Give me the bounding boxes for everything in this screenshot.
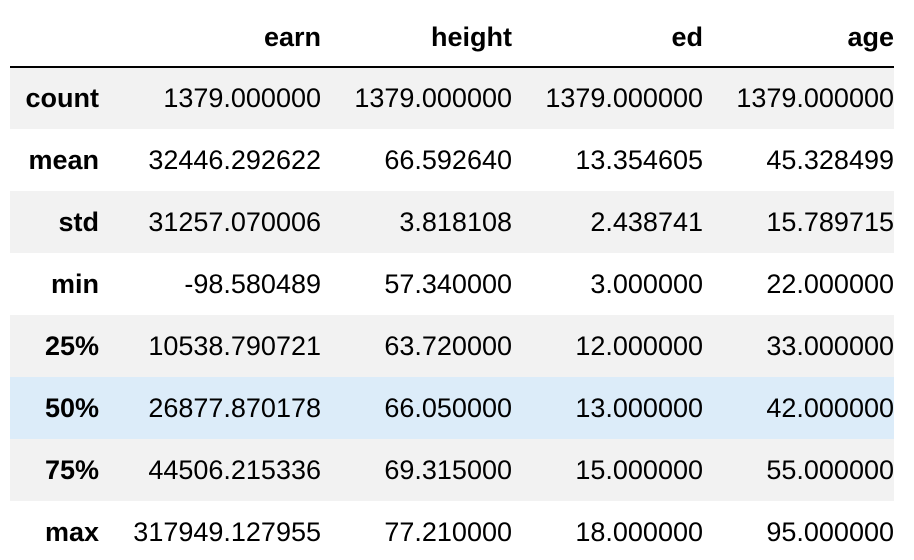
table-cell: 18.000000 <box>575 516 703 547</box>
table-cell: 26877.870178 <box>148 392 321 423</box>
table-cell: 63.720000 <box>384 330 512 361</box>
table-body: count 1379.000000 1379.000000 1379.00000… <box>10 67 894 560</box>
describe-table: earn height ed age count 1379.000000 137… <box>10 8 894 560</box>
table-cell: 1379.000000 <box>736 83 894 113</box>
row-label: 50% <box>44 392 99 423</box>
table-cell: 66.050000 <box>384 392 512 423</box>
table-row: max 317949.127955 77.210000 18.000000 95… <box>10 501 894 560</box>
table-cell: 2.438741 <box>590 206 703 237</box>
header-row: earn height ed age <box>10 8 894 68</box>
table-cell: 95.000000 <box>766 516 894 547</box>
table-cell: 13.000000 <box>575 392 703 423</box>
table-cell: 45.328499 <box>766 144 894 175</box>
table-cell: 1379.000000 <box>545 83 703 113</box>
row-label: 25% <box>44 330 99 361</box>
row-label: count <box>25 83 100 113</box>
table-cell: 15.789715 <box>766 206 894 237</box>
column-header-earn: earn <box>99 8 321 68</box>
table-cell: 42.000000 <box>766 392 894 423</box>
row-label: mean <box>28 144 99 175</box>
table-cell: 55.000000 <box>766 454 894 485</box>
table-row-highlighted: 50% 26877.870178 66.050000 13.000000 42.… <box>10 377 894 439</box>
table-cell: 3.000000 <box>590 268 703 299</box>
column-header-ed: ed <box>512 8 703 68</box>
column-header-height: height <box>321 8 512 68</box>
table-cell: -98.580489 <box>184 268 321 299</box>
table-cell: 33.000000 <box>766 330 894 361</box>
table-row: min -98.580489 57.340000 3.000000 22.000… <box>10 253 894 315</box>
table-cell: 1379.000000 <box>354 83 512 113</box>
table-cell: 77.210000 <box>384 516 512 547</box>
table-cell: 44506.215336 <box>148 454 321 485</box>
table-cell: 69.315000 <box>384 454 512 485</box>
table-cell: 13.354605 <box>575 144 703 175</box>
table-cell: 22.000000 <box>766 268 894 299</box>
row-label: 75% <box>44 454 99 485</box>
column-header-age: age <box>703 8 894 68</box>
table-cell: 3.818108 <box>399 206 512 237</box>
table-cell: 1379.000000 <box>163 83 321 113</box>
table-row: count 1379.000000 1379.000000 1379.00000… <box>10 67 894 129</box>
table-cell: 66.592640 <box>384 144 512 175</box>
table-row: 25% 10538.790721 63.720000 12.000000 33.… <box>10 315 894 377</box>
row-label: max <box>44 516 99 547</box>
index-header <box>10 8 99 68</box>
row-label: std <box>58 206 100 237</box>
table-cell: 10538.790721 <box>148 330 321 361</box>
table-cell: 15.000000 <box>575 454 703 485</box>
table-row: mean 32446.292622 66.592640 13.354605 45… <box>10 129 894 191</box>
table-cell: 57.340000 <box>384 268 512 299</box>
table-row: 75% 44506.215336 69.315000 15.000000 55.… <box>10 439 894 501</box>
table-row: std 31257.070006 3.818108 2.438741 15.78… <box>10 191 894 253</box>
table-cell: 32446.292622 <box>148 144 321 175</box>
table-cell: 31257.070006 <box>148 206 321 237</box>
row-label: min <box>50 268 99 299</box>
table-cell: 317949.127955 <box>133 516 321 547</box>
table-cell: 12.000000 <box>575 330 703 361</box>
table-header: earn height ed age <box>10 8 894 68</box>
